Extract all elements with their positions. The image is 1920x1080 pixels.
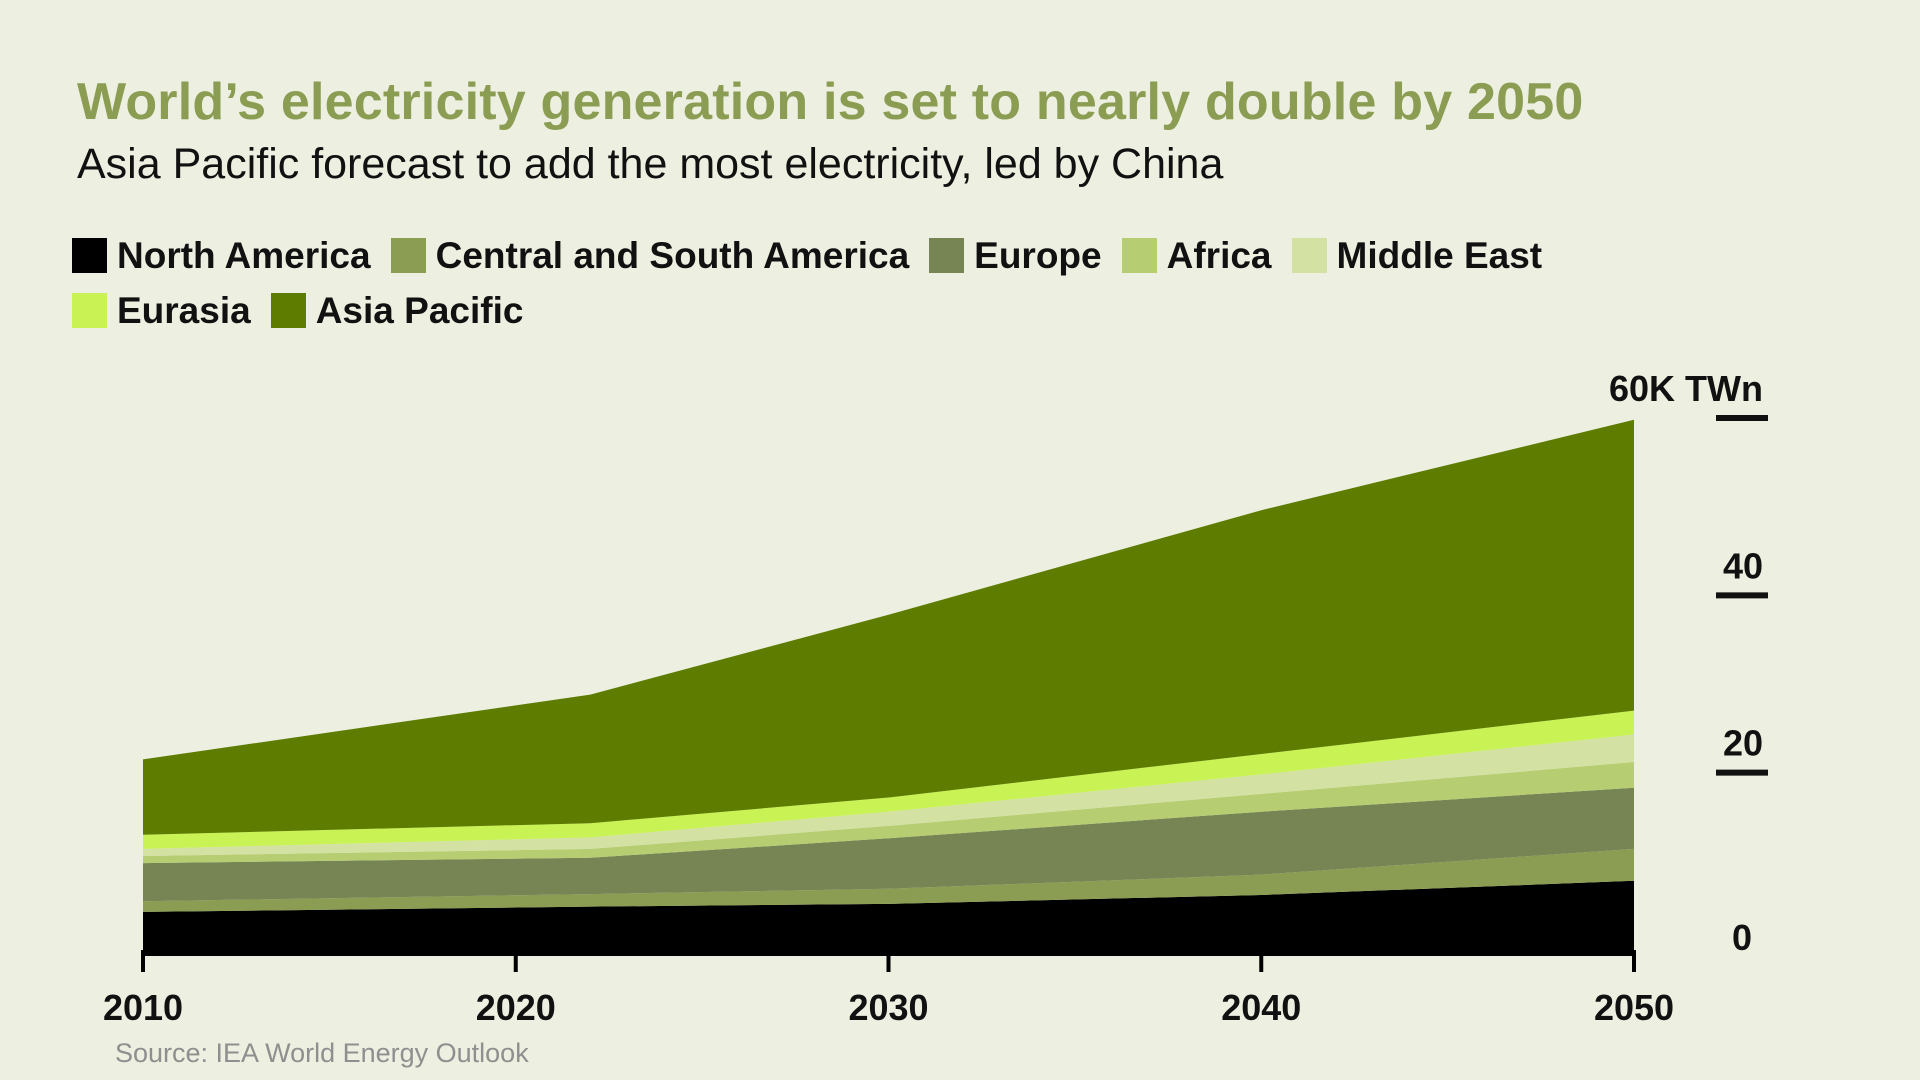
legend-swatch-eurasia xyxy=(72,293,107,328)
legend-item-africa: Africa xyxy=(1121,234,1272,277)
source-note: Source: IEA World Energy Outlook xyxy=(115,1038,529,1068)
legend-item-middle-east: Middle East xyxy=(1291,234,1543,277)
legend-swatch-asia-pacific xyxy=(270,293,306,328)
x-tick-label-2030: 2030 xyxy=(848,987,928,1028)
x-tick-label-2010: 2010 xyxy=(103,987,183,1028)
legend-label-middle-east: Middle East xyxy=(1336,234,1543,276)
legend-swatch-europe xyxy=(929,238,965,273)
legend-item-asia-pacific: Asia Pacific xyxy=(270,289,524,332)
x-tick-label-2040: 2040 xyxy=(1221,987,1301,1028)
legend-label-central-south-america: Central and South America xyxy=(435,234,910,276)
legend-swatch-central-south-america xyxy=(390,238,426,273)
y-tick-label-20: 20 xyxy=(1723,723,1763,764)
chart-title: World’s electricity generation is set to… xyxy=(77,73,1584,131)
legend-swatch-africa xyxy=(1121,238,1157,273)
y-tick-label-0: 0 xyxy=(1732,917,1752,958)
area-europe xyxy=(143,787,1634,902)
y-tick-label-40: 40 xyxy=(1723,545,1763,586)
legend-swatch-north-america xyxy=(72,238,107,273)
legend-label-asia-pacific: Asia Pacific xyxy=(315,289,524,331)
x-tick-label-2020: 2020 xyxy=(476,987,556,1028)
legend-row-2: Eurasia Asia Pacific xyxy=(72,283,1672,338)
legend-label-europe: Europe xyxy=(974,234,1102,276)
chart-legend: North America Central and South America … xyxy=(72,228,1672,338)
area-north-america xyxy=(143,880,1634,950)
chart-subtitle: Asia Pacific forecast to add the most el… xyxy=(77,140,1224,188)
legend-swatch-middle-east xyxy=(1291,238,1327,273)
area-asia-pacific xyxy=(143,419,1634,835)
y-tick-label-60: 60K TWn xyxy=(1609,368,1763,409)
legend-label-eurasia: Eurasia xyxy=(117,289,251,331)
legend-item-central-south-america: Central and South America xyxy=(390,234,910,277)
legend-item-eurasia: Eurasia xyxy=(72,290,251,332)
legend-item-europe: Europe xyxy=(929,234,1102,277)
legend-item-north-america: North America xyxy=(72,235,371,277)
x-tick-label-2050: 2050 xyxy=(1594,987,1674,1028)
legend-label-africa: Africa xyxy=(1166,234,1272,276)
area-central-and-south-america xyxy=(143,848,1634,912)
area-eurasia xyxy=(143,710,1634,849)
legend-row-1: North America Central and South America … xyxy=(72,228,1672,283)
legend-label-north-america: North America xyxy=(117,234,371,276)
